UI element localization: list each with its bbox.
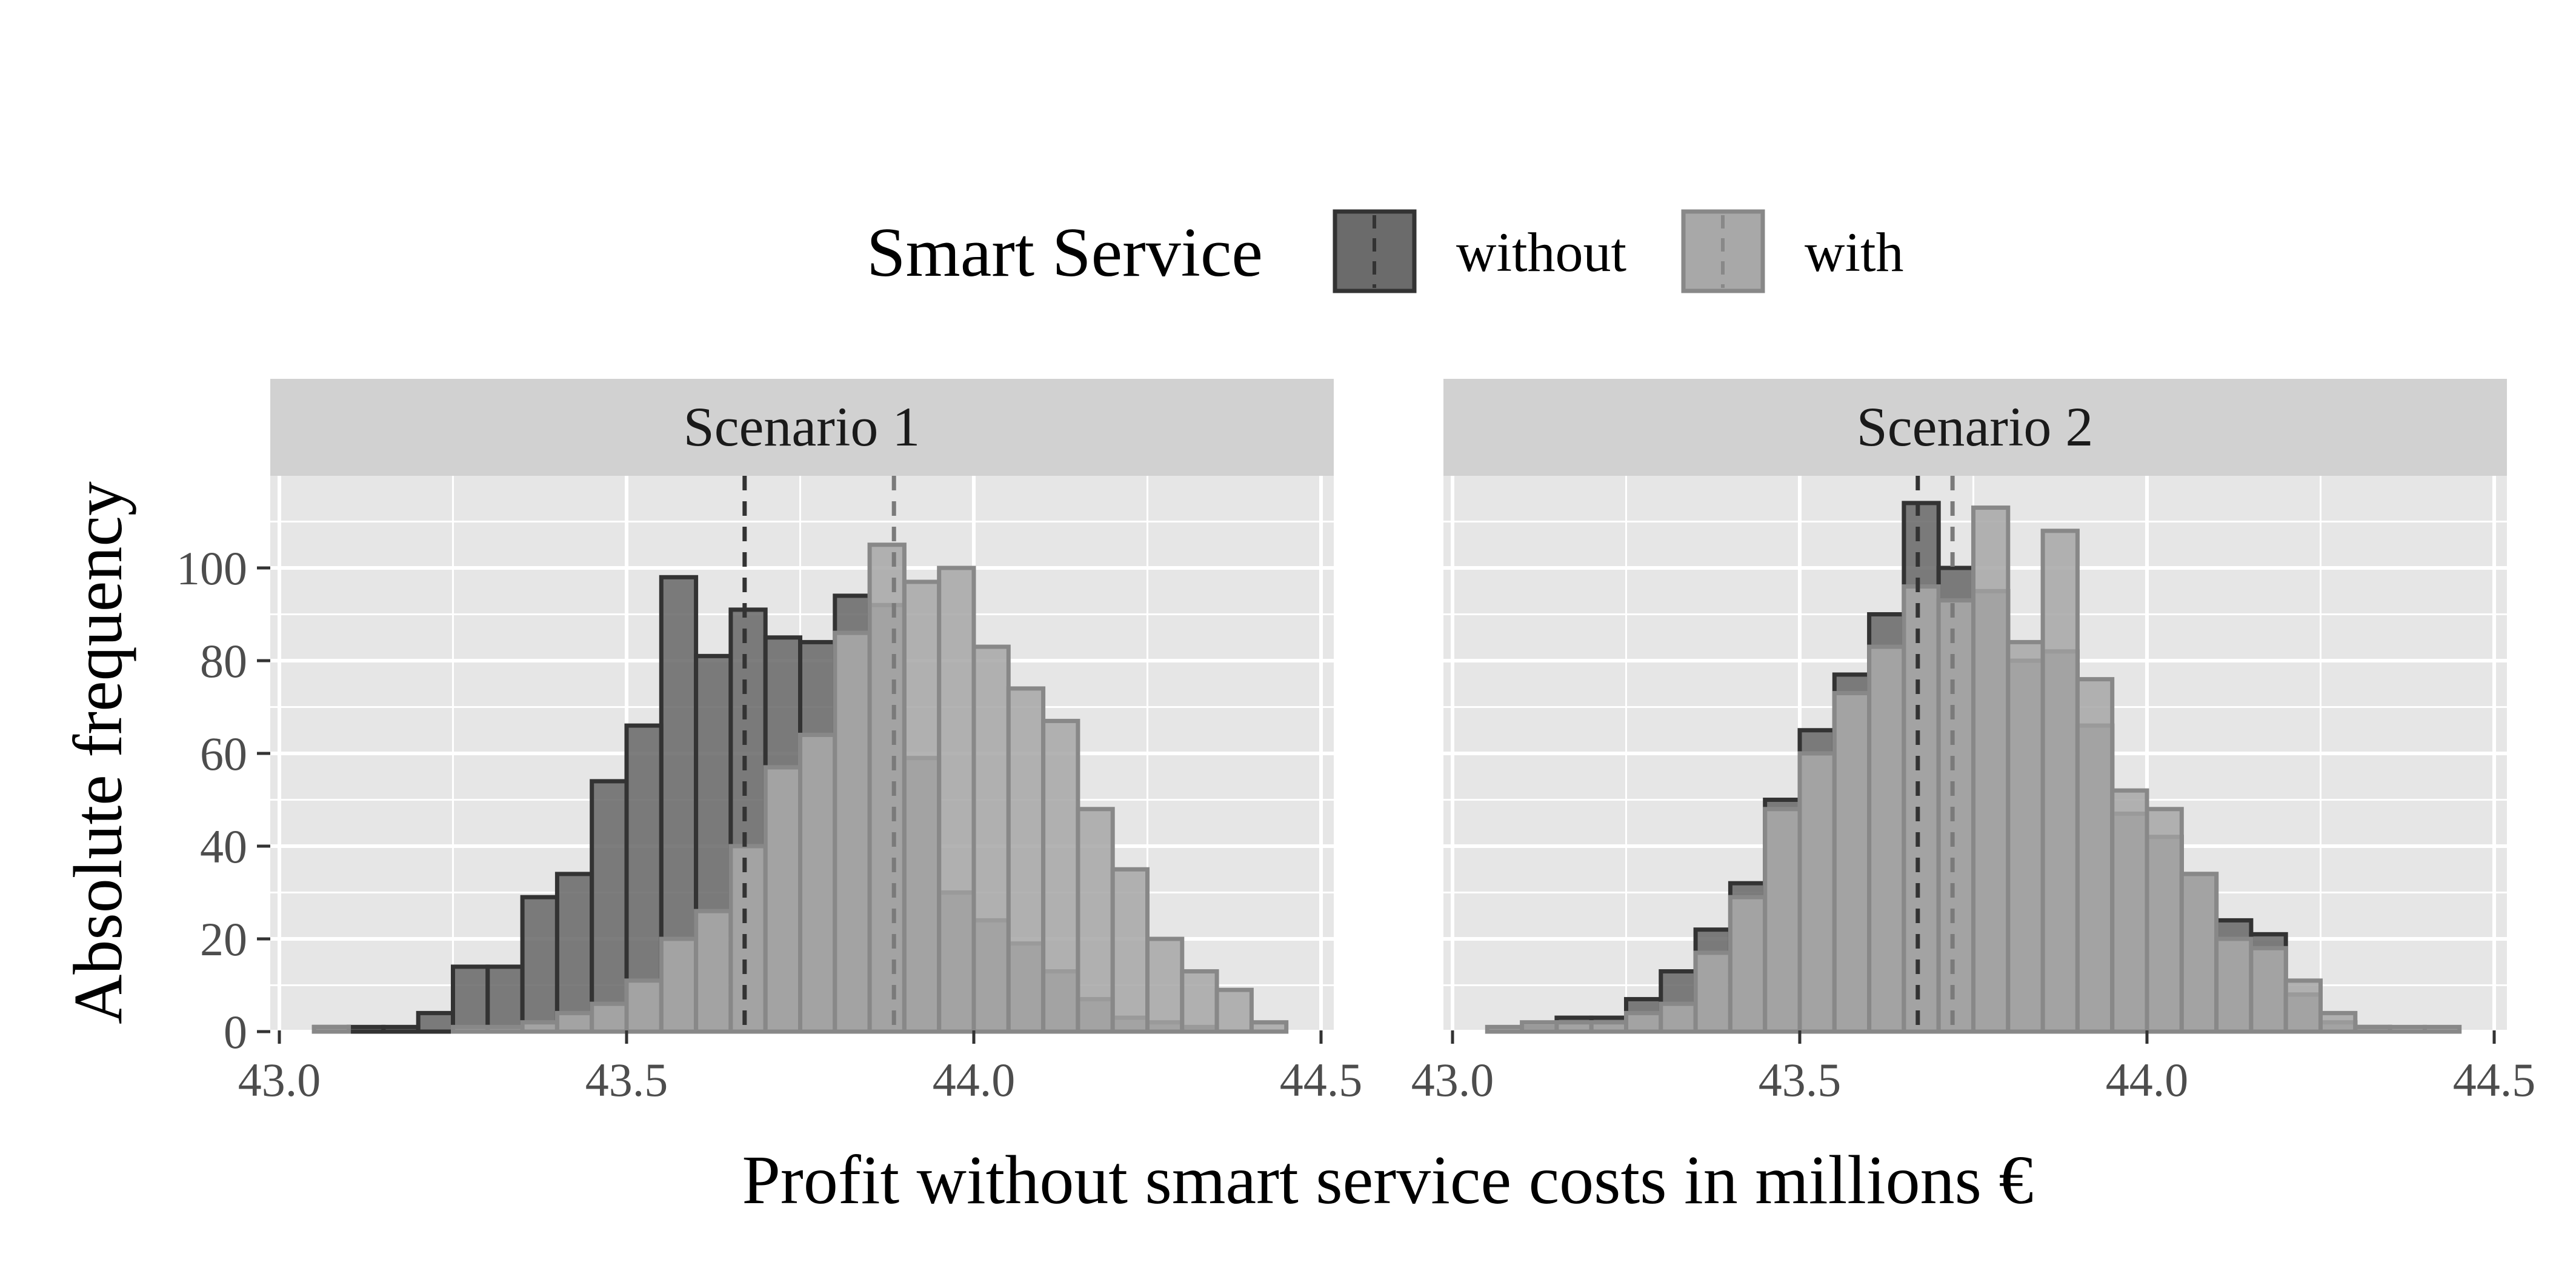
histogram-bar-without xyxy=(381,1024,421,1034)
histogram-bar-with xyxy=(1110,867,1150,1034)
legend-title: Smart Service xyxy=(867,214,1263,292)
histogram-bar-without xyxy=(590,779,629,1034)
x-tick-label: 44.5 xyxy=(1280,1053,1363,1106)
y-tick-label: 20 xyxy=(200,913,247,966)
histogram-bar-with xyxy=(1554,1020,1594,1034)
histogram-bar-with xyxy=(1145,936,1185,1034)
histogram-bar-with xyxy=(1797,751,1837,1034)
histogram-bar-with xyxy=(1728,895,1768,1034)
histogram-bar-with xyxy=(1763,807,1802,1034)
histogram-bar-with xyxy=(2283,978,2323,1034)
strip-label-scenario-2: Scenario 2 xyxy=(1857,396,2094,458)
histogram-bar-with xyxy=(1180,969,1219,1034)
histogram-bar-with xyxy=(1867,644,1906,1034)
y-tick-label: 60 xyxy=(200,727,247,780)
histogram-bar-with xyxy=(937,566,976,1034)
x-tick-label: 43.5 xyxy=(1759,1053,1842,1106)
histogram-bar-with xyxy=(1520,1020,1559,1034)
y-tick-label: 40 xyxy=(200,820,247,873)
x-tick-label: 43.0 xyxy=(238,1053,321,1106)
histogram-bar-with xyxy=(1971,506,2011,1034)
histogram-bar-with xyxy=(2214,936,2254,1034)
histogram-bar-with xyxy=(1902,584,1941,1034)
histogram-bar-without xyxy=(554,872,594,1034)
histogram-bar-with xyxy=(1936,598,1975,1034)
y-axis-title: Absolute frequency xyxy=(59,481,136,1024)
x-tick-label: 44.0 xyxy=(2106,1053,2189,1106)
histogram-bar-without xyxy=(416,1010,456,1034)
histogram-bar-with xyxy=(1041,718,1080,1034)
histogram-bar-with xyxy=(1589,1020,1628,1034)
histogram-bar-without xyxy=(451,964,490,1034)
histogram-bar-with xyxy=(763,765,802,1034)
x-tick-label: 43.0 xyxy=(1411,1053,1494,1106)
histogram-bar-with xyxy=(694,909,733,1034)
histogram-bar-with xyxy=(520,1020,559,1034)
legend-label-with: with xyxy=(1805,221,1904,283)
histogram-bar-with xyxy=(2110,788,2149,1034)
histogram-bar-with xyxy=(2040,529,2080,1034)
histogram-bar-with xyxy=(451,1024,490,1034)
histogram-bar-with xyxy=(2318,1010,2358,1034)
histogram-bar-with xyxy=(2145,807,2184,1034)
histogram-bar-with xyxy=(2006,639,2045,1034)
y-tick-label: 80 xyxy=(200,635,247,687)
histogram-bar-with xyxy=(2388,1024,2427,1034)
histogram-bar-with xyxy=(1485,1024,1525,1034)
histogram-bar-with xyxy=(833,630,872,1034)
legend-key-without xyxy=(1333,209,1417,293)
histogram-bar-with xyxy=(1006,686,1046,1034)
strip-label-scenario-1: Scenario 1 xyxy=(684,396,920,458)
histogram-bar-with xyxy=(554,1010,594,1034)
histogram-bar-with xyxy=(2075,677,2115,1034)
legend-key-with xyxy=(1681,209,1765,293)
histogram-bar-with xyxy=(590,1001,629,1034)
histogram-bar-with xyxy=(1659,1001,1698,1034)
panel-scenario-1: Scenario 1 43.0 43.5 44.0 44.5 xyxy=(238,379,1363,1106)
strip-scenario-1 xyxy=(270,379,1334,476)
histogram-bar-with xyxy=(1832,691,1872,1034)
histogram-bar-with xyxy=(728,844,768,1034)
histogram-bar-with xyxy=(1624,1010,1663,1034)
histogram-bar-with xyxy=(1693,950,1732,1034)
y-axis: 0 20 40 60 80 100 xyxy=(176,542,270,1058)
histogram-bar-with xyxy=(867,542,907,1034)
legend: Smart Service without with xyxy=(867,209,1904,293)
histogram-bar-with xyxy=(2422,1024,2462,1034)
y-tick-label: 100 xyxy=(176,542,247,595)
histogram-bar-with xyxy=(2353,1024,2392,1034)
panel-scenario-2: Scenario 2 43.0 43.5 44.0 44.5 xyxy=(1411,379,2536,1106)
x-tick-label: 43.5 xyxy=(585,1053,668,1106)
strip-scenario-2 xyxy=(1443,379,2507,476)
x-tick-label: 44.0 xyxy=(933,1053,1016,1106)
histogram-bar-with xyxy=(1249,1020,1289,1034)
histogram-bar-with xyxy=(1076,807,1115,1034)
y-tick-label: 0 xyxy=(224,1006,247,1058)
histogram-bar-with xyxy=(971,644,1011,1034)
histogram-bar-with xyxy=(1214,987,1254,1034)
histogram-bar-with xyxy=(798,732,837,1034)
histogram-bar-without xyxy=(485,964,525,1034)
histogram-bar-with xyxy=(624,978,664,1034)
x-tick-label: 44.5 xyxy=(2453,1053,2536,1106)
x-axis-title: Profit without smart service costs in mi… xyxy=(742,1141,2034,1218)
histogram-bar-without xyxy=(347,1024,386,1034)
histogram-bar-with xyxy=(2179,872,2219,1034)
histogram-bar-without xyxy=(520,895,559,1034)
histogram-bar-with xyxy=(659,936,699,1034)
histogram-bar-with xyxy=(902,579,942,1034)
histogram-bar-with xyxy=(311,1024,351,1034)
legend-label-without: without xyxy=(1456,221,1627,283)
histogram-bar-with xyxy=(2249,946,2288,1034)
histogram-bar-with xyxy=(485,1024,525,1034)
